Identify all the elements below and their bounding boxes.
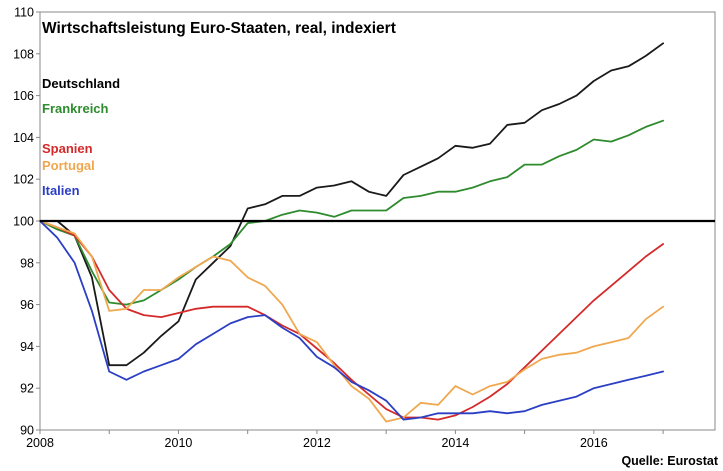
y-tick-label: 92	[20, 382, 34, 396]
y-tick-label: 102	[13, 173, 34, 187]
legend: Deutschland Frankreich Spanien Portugal Ital…	[42, 76, 120, 198]
y-tick-label: 96	[20, 298, 34, 312]
legend-entry-spanien: Spanien	[42, 141, 93, 156]
series-line-deutschland	[39, 42, 664, 367]
y-tick-label: 98	[20, 256, 34, 270]
x-tick-label: 2010	[165, 436, 193, 450]
legend-entry-portugal: Portugal	[42, 158, 95, 173]
y-tick-label: 94	[20, 340, 34, 354]
y-tick-label: 108	[13, 47, 34, 61]
y-tick-label: 100	[13, 215, 34, 229]
axes: 90 92 94 96 98 100 102 104 106 108 110 2008 2010 2012…	[13, 6, 716, 450]
x-tick-label: 2012	[303, 436, 331, 450]
x-tick-label: 2008	[26, 436, 54, 450]
y-tick-label: 90	[20, 424, 34, 438]
x-tick-label: 2014	[441, 436, 469, 450]
series-line-frankreich	[39, 119, 664, 306]
source-note: Quelle: Eurostat	[621, 454, 718, 468]
legend-entry-deutschland: Deutschland	[42, 76, 120, 91]
y-tick-label: 110	[14, 6, 34, 20]
series-line-italien	[39, 220, 664, 421]
series-line-portugal	[39, 220, 664, 423]
legend-entry-frankreich: Frankreich	[42, 101, 109, 116]
series-line-spanien	[39, 220, 664, 421]
y-tick-label: 106	[13, 89, 34, 103]
x-tick-label: 2016	[580, 436, 608, 450]
legend-entry-italien: Italien	[42, 183, 80, 198]
y-tick-label: 104	[13, 131, 34, 145]
series-layer	[39, 42, 664, 423]
chart-title: Wirtschaftsleistung Euro-Staaten, real, …	[42, 20, 396, 37]
